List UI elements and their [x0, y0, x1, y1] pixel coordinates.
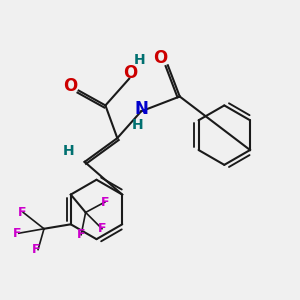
Text: H: H: [134, 53, 146, 67]
Text: N: N: [134, 100, 148, 118]
Text: H: H: [132, 118, 143, 132]
Text: F: F: [17, 206, 26, 219]
Text: F: F: [77, 228, 85, 241]
Text: O: O: [153, 49, 167, 67]
Text: O: O: [63, 77, 77, 95]
Text: H: H: [62, 145, 74, 158]
Text: F: F: [13, 227, 22, 240]
Text: O: O: [124, 64, 138, 82]
Text: F: F: [98, 222, 106, 235]
Text: F: F: [101, 196, 109, 208]
Text: F: F: [32, 243, 41, 256]
